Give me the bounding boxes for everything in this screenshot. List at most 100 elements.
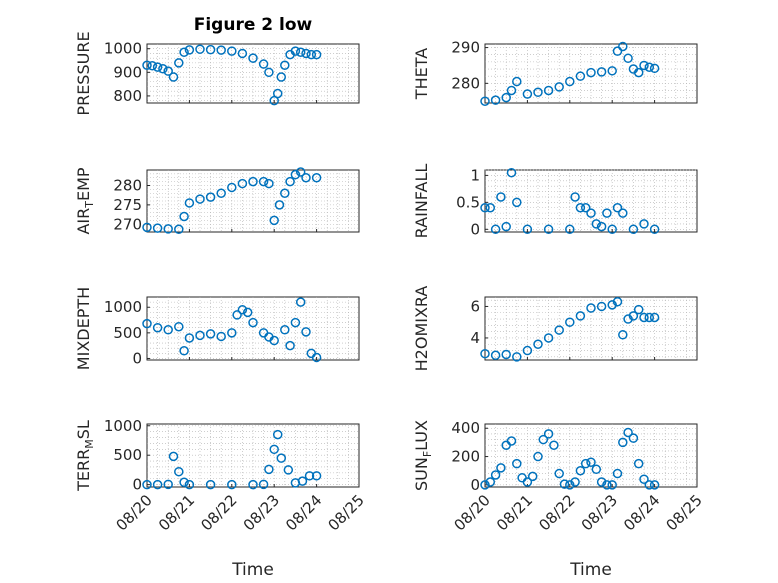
data-point (285, 340, 295, 351)
data-point (512, 352, 522, 362)
data-point (501, 221, 511, 232)
y-tick-label: 0.5 (456, 193, 480, 211)
data-point (644, 480, 655, 490)
data-point (628, 224, 639, 235)
data-point (575, 202, 586, 213)
chart-title: Figure 2 low (194, 15, 313, 35)
data-point (543, 85, 554, 96)
y-tick-label: 500 (113, 324, 142, 342)
data-point (258, 479, 269, 490)
data-point (269, 444, 279, 455)
data-point (237, 178, 248, 189)
data-point (649, 312, 660, 323)
data-point (538, 434, 549, 445)
data-point (227, 328, 237, 338)
data-point (301, 327, 311, 337)
data-point (174, 466, 184, 477)
data-point (227, 182, 237, 193)
data-point (649, 63, 660, 74)
data-point (618, 208, 628, 218)
data-point (612, 296, 623, 307)
y-axis-label: MIXDEPTH (74, 287, 93, 370)
data-point (272, 429, 283, 440)
data-point (607, 66, 617, 76)
data-point (522, 224, 533, 235)
x-tick-label: 08/21 (493, 491, 536, 534)
data-point (179, 346, 189, 356)
data-point (242, 307, 253, 318)
data-point (480, 480, 490, 490)
data-point (639, 219, 649, 229)
data-point (496, 463, 506, 473)
data-point (575, 311, 586, 321)
data-point (276, 453, 287, 463)
data-point (570, 477, 580, 487)
data-point (490, 350, 501, 361)
data-point (596, 301, 607, 312)
data-point (280, 325, 290, 335)
data-point (512, 197, 522, 208)
data-point (205, 192, 216, 202)
data-point (274, 200, 285, 210)
subplot-terr-msl: 0 500 1000 08/20 08/21 08/22 08/23 08/24 08/25 TE… (74, 417, 368, 535)
data-point (501, 92, 511, 103)
data-point (533, 339, 543, 349)
data-point (152, 62, 163, 72)
data-point (306, 49, 317, 60)
x-tick-label: 08/23 (240, 491, 283, 534)
data-point (227, 46, 237, 56)
x-tick-label: 08/22 (535, 491, 578, 534)
data-point (142, 60, 152, 70)
axes-box (146, 43, 360, 104)
subplot-mixdepth: 0 500 1000 MIXDEPTH (74, 287, 360, 370)
data-point (290, 317, 301, 328)
data-point (570, 192, 580, 202)
x-tick-label: 08/24 (282, 491, 325, 534)
data-point (248, 176, 258, 187)
y-tick-label: 280 (451, 74, 480, 92)
data-point (527, 471, 538, 482)
data-point (184, 198, 195, 208)
data-point (276, 72, 287, 82)
data-point (639, 60, 649, 71)
data-point (586, 457, 596, 467)
data-point (152, 322, 163, 333)
data-point (612, 468, 623, 479)
data-point (142, 479, 152, 490)
y-axis-label: SUNFLUX (412, 420, 434, 491)
data-point (258, 176, 269, 187)
data-point (633, 67, 644, 78)
y-axis-label: PRESSURE (74, 31, 93, 115)
data-point (269, 215, 279, 226)
y-tick-label: 290 (451, 39, 480, 57)
data-point (575, 465, 586, 476)
data-point (565, 76, 575, 87)
data-point (628, 433, 639, 443)
x-axis-label: Time (231, 560, 274, 580)
data-point (147, 60, 158, 71)
data-point (163, 224, 173, 234)
y-tick-label: 900 (113, 63, 142, 81)
data-point (290, 169, 301, 180)
data-point (205, 479, 216, 490)
data-point (612, 202, 623, 213)
data-point (628, 311, 639, 321)
y-tick-label: 4 (470, 329, 480, 347)
data-point (596, 477, 607, 487)
data-point (575, 71, 586, 81)
y-tick-label: 0 (470, 476, 480, 494)
data-point (543, 429, 554, 439)
y-axis-label: H2OMIXRA (412, 286, 431, 372)
data-point (168, 451, 179, 462)
data-point (174, 321, 184, 332)
data-point (237, 48, 248, 59)
data-point (522, 345, 533, 356)
data-point (496, 192, 506, 202)
x-axis-label: Time (569, 560, 612, 580)
y-tick-label: 0 (132, 349, 142, 367)
data-point (311, 173, 322, 183)
data-point (272, 88, 283, 99)
x-tick-label: 08/21 (155, 491, 198, 534)
data-point (280, 60, 290, 70)
data-point (232, 310, 242, 320)
